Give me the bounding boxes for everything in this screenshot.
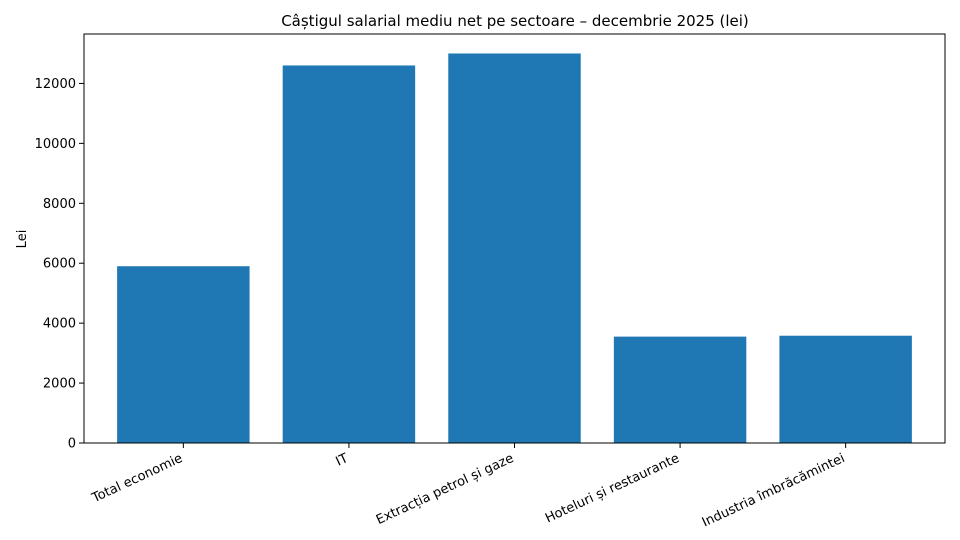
x-axis: Total economie IT Extracția petrol și gaze… (89, 443, 847, 530)
bars-layer (117, 53, 912, 444)
bar-3 (613, 336, 747, 443)
x-tick-label: Total economie (89, 451, 185, 506)
y-tick-label: 6000 (43, 257, 76, 272)
y-tick-label: 12000 (35, 77, 76, 92)
y-tick-label: 0 (68, 437, 76, 452)
y-tick-label: 4000 (43, 317, 76, 332)
x-tick-label: IT (334, 451, 351, 470)
bar-2 (448, 53, 581, 443)
bar-4 (779, 335, 912, 443)
x-tick-label: Industria îmbrăcămintei (700, 451, 847, 530)
bar-1 (282, 65, 416, 444)
x-tick-label: Hoteluri și restaurante (543, 451, 682, 526)
y-axis-title: Lei (15, 230, 30, 249)
y-axis: 0 2000 4000 6000 8000 10000 12000 (35, 77, 84, 452)
y-tick-label: 10000 (35, 137, 76, 152)
y-tick-label: 8000 (43, 197, 76, 212)
bar-0 (117, 266, 250, 443)
chart-title: Câștigul salarial mediu net pe sectoare … (281, 12, 749, 30)
y-tick-label: 2000 (43, 377, 76, 392)
x-tick-label: Extracția petrol și gaze (374, 451, 516, 528)
